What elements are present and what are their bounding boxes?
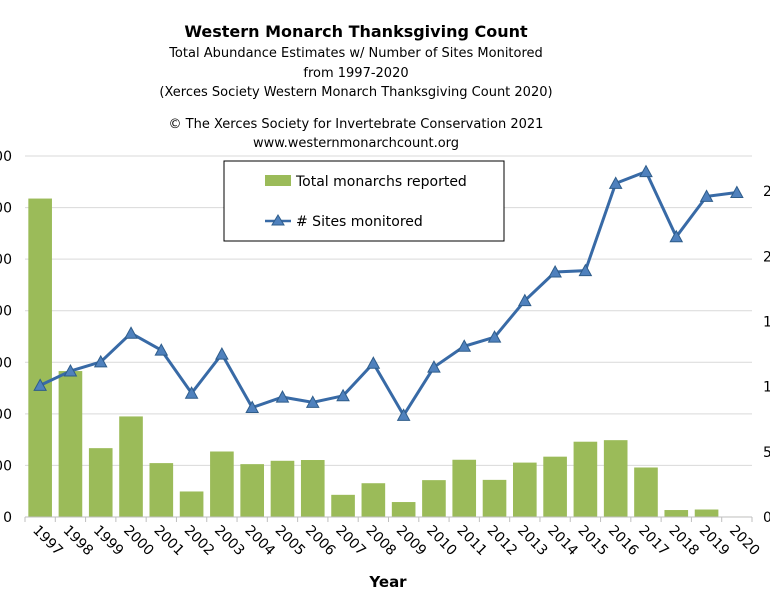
bar-2005 bbox=[270, 460, 295, 517]
x-tick-label: 2003 bbox=[211, 523, 248, 560]
bar-2013 bbox=[512, 462, 537, 517]
right-axis-tick-label: 200 bbox=[763, 249, 770, 265]
sites-point-2017 bbox=[639, 164, 653, 178]
bar-2010 bbox=[422, 480, 446, 517]
x-tick-label: 1998 bbox=[60, 523, 97, 560]
bar-2012 bbox=[482, 479, 507, 517]
legend-swatch-monarchs bbox=[265, 175, 291, 186]
bar-1999 bbox=[88, 448, 113, 517]
x-tick-label: 2016 bbox=[605, 523, 642, 560]
sites-point-2019 bbox=[699, 189, 714, 202]
sites-point-2008 bbox=[366, 356, 381, 369]
x-tick-label: 2009 bbox=[393, 523, 430, 560]
bar-2004 bbox=[240, 464, 265, 517]
sites-point-1997 bbox=[33, 378, 47, 391]
sites-point-1999 bbox=[93, 354, 108, 368]
x-tick-label: 2006 bbox=[302, 523, 339, 560]
sites-point-2014 bbox=[548, 264, 562, 278]
legend-label-sites: # Sites monitored bbox=[296, 214, 423, 230]
bar-1997 bbox=[28, 198, 52, 517]
sites-point-2005 bbox=[275, 390, 290, 403]
sites-point-2001 bbox=[154, 343, 169, 356]
bar-2016 bbox=[603, 440, 628, 517]
chart-subtitle-3: (Xerces Society Western Monarch Thanksgi… bbox=[159, 85, 552, 100]
left-axis-tick-label: 600,000 bbox=[0, 355, 12, 371]
x-tick-label: 2002 bbox=[181, 523, 218, 560]
x-axis-label: Year bbox=[368, 573, 407, 591]
legend-triangle-icon bbox=[271, 214, 285, 226]
bar-2002 bbox=[179, 491, 204, 517]
bar-2015 bbox=[573, 441, 598, 517]
x-tick-label: 2012 bbox=[484, 523, 521, 560]
sites-point-2007 bbox=[336, 388, 350, 402]
legend: Total monarchs reported # Sites monitore… bbox=[223, 160, 505, 242]
x-tick-label: 2011 bbox=[453, 523, 490, 560]
bar-2018 bbox=[664, 510, 689, 517]
legend-label-monarchs: Total monarchs reported bbox=[295, 174, 467, 190]
right-axis-tick-label: 50 bbox=[763, 445, 770, 461]
bar-2014 bbox=[543, 456, 567, 517]
sites-point-2011 bbox=[457, 339, 472, 352]
chart-title: Western Monarch Thanksgiving Count bbox=[184, 22, 528, 41]
sites-point-1998 bbox=[63, 363, 78, 377]
sites-point-2004 bbox=[245, 400, 260, 414]
sites-point-2012 bbox=[487, 330, 502, 343]
x-tick-label: 2000 bbox=[120, 523, 157, 560]
sites-point-2000 bbox=[124, 326, 138, 339]
x-tick-label: 2019 bbox=[696, 523, 733, 560]
chart-subtitle-2: from 1997-2020 bbox=[303, 66, 408, 81]
sites-point-2016 bbox=[608, 176, 623, 189]
left-axis-tick-label: 1,200,000 bbox=[0, 201, 12, 217]
left-axis-tick-label: 800,000 bbox=[0, 304, 12, 320]
bar-1998 bbox=[58, 371, 83, 517]
sites-point-2010 bbox=[427, 360, 441, 373]
x-tick-label: 2008 bbox=[363, 523, 400, 560]
bar-2007 bbox=[331, 494, 355, 517]
sites-line bbox=[39, 169, 738, 419]
bar-2009 bbox=[391, 502, 416, 517]
x-tick-label: 2014 bbox=[544, 523, 581, 560]
x-tick-label: 1997 bbox=[29, 523, 66, 560]
bar-2001 bbox=[149, 463, 174, 517]
sites-point-2020 bbox=[730, 185, 744, 198]
bar-2011 bbox=[452, 459, 477, 517]
x-tick-label: 2005 bbox=[272, 523, 309, 560]
x-tick-label: 2020 bbox=[726, 523, 763, 560]
bar-2017 bbox=[634, 467, 658, 517]
chart-copyright: © The Xerces Society for Invertebrate Co… bbox=[169, 117, 544, 132]
left-axis-tick-label: 0 bbox=[3, 510, 12, 526]
x-tick-label: 2017 bbox=[635, 523, 672, 560]
x-tick-label: 2013 bbox=[514, 523, 551, 560]
right-axis-tick-label: 0 bbox=[763, 510, 770, 526]
x-tick-label: 2018 bbox=[665, 523, 702, 560]
sites-point-2003 bbox=[215, 347, 229, 360]
bar-2003 bbox=[210, 451, 234, 517]
bar-2006 bbox=[300, 460, 325, 517]
chart-subtitle-1: Total Abundance Estimates w/ Number of S… bbox=[168, 46, 543, 61]
right-axis-tick-label: 250 bbox=[763, 184, 770, 200]
left-axis-tick-label: 200,000 bbox=[0, 458, 12, 474]
x-tick-label: 1999 bbox=[90, 523, 127, 560]
left-axis-tick-label: 400,000 bbox=[0, 407, 12, 423]
right-axis-tick-label: 100 bbox=[763, 380, 770, 396]
bar-2000 bbox=[119, 416, 143, 517]
x-tick-label: 2015 bbox=[575, 523, 612, 560]
bar-2008 bbox=[361, 483, 386, 517]
sites-point-2002 bbox=[184, 386, 199, 399]
sites-point-2013 bbox=[517, 293, 532, 307]
x-tick-label: 2001 bbox=[150, 523, 187, 560]
sites-point-2015 bbox=[578, 263, 593, 277]
left-axis-tick-label: 1,000,000 bbox=[0, 252, 12, 268]
right-axis-tick-label: 150 bbox=[763, 315, 770, 331]
chart-website: www.westernmonarchcount.org bbox=[253, 136, 459, 151]
left-axis-tick-label: 1,400,000 bbox=[0, 149, 12, 165]
bar-2019 bbox=[694, 509, 719, 517]
sites-point-2009 bbox=[396, 408, 411, 421]
x-tick-label: 2010 bbox=[423, 523, 460, 560]
sites-point-2018 bbox=[669, 229, 684, 243]
sites-point-2006 bbox=[305, 395, 320, 408]
x-tick-label: 2007 bbox=[332, 523, 369, 560]
x-tick-label: 2004 bbox=[241, 523, 278, 560]
